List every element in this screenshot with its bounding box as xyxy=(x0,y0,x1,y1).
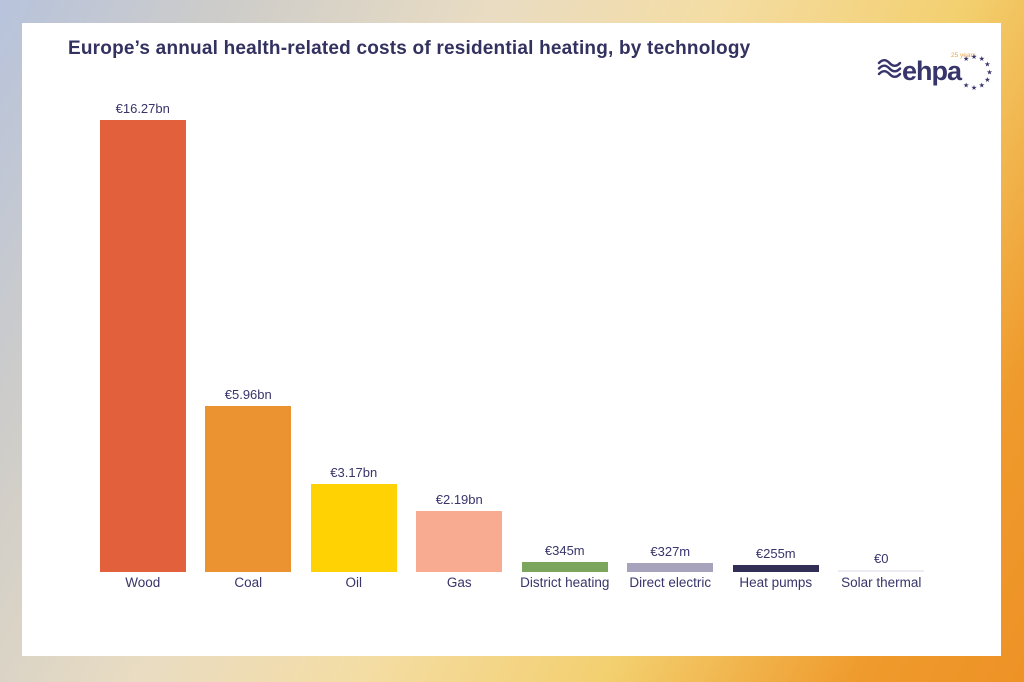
waves-icon xyxy=(877,58,902,79)
bar-slot: €345m xyxy=(512,98,618,572)
bar xyxy=(310,484,397,572)
bar-category-label: Oil xyxy=(345,575,363,590)
chart-card: Europe’s annual health-related costs of … xyxy=(22,23,1001,656)
bar-category-label: Wood xyxy=(125,575,161,590)
bar-slot: €255m xyxy=(723,98,829,572)
bar-value-label: €327m xyxy=(650,544,691,559)
bar-category-label: Gas xyxy=(446,575,472,590)
svg-text:★: ★ xyxy=(971,84,977,92)
category-labels: Wood Coal Oil Gas District heating Direct ele… xyxy=(90,575,934,590)
bar-value-label: €0 xyxy=(874,551,889,566)
bar-value-label: €3.17bn xyxy=(330,465,378,480)
svg-text:★: ★ xyxy=(979,82,985,90)
bar-slot: €3.17bn xyxy=(301,98,407,572)
ehpa-logo: ehpa 25 years ★ ★ ★ ★ ★ ★ ★ ★ ★ xyxy=(877,52,993,92)
svg-text:★: ★ xyxy=(979,55,985,63)
svg-text:★: ★ xyxy=(984,76,990,84)
bar-category-label: Direct electric xyxy=(629,575,712,590)
bar-value-label: €16.27bn xyxy=(115,101,170,116)
bar xyxy=(416,511,503,572)
bar-slot: €0 xyxy=(829,98,935,572)
chart-title: Europe’s annual health-related costs of … xyxy=(68,38,751,59)
bar-category-label: Coal xyxy=(234,575,263,590)
bar-chart: €16.27bn €5.96bn €3.17bn €2.19bn €345m €327m €… xyxy=(90,98,934,572)
logo-wordmark: ehpa xyxy=(902,56,963,86)
svg-text:★: ★ xyxy=(963,82,969,90)
bar xyxy=(205,406,292,572)
stars-icon: ★ ★ ★ ★ ★ ★ ★ ★ ★ xyxy=(963,53,993,92)
bar-category-label: Solar thermal xyxy=(841,575,922,590)
svg-text:★: ★ xyxy=(963,55,969,63)
bar-category-label: Heat pumps xyxy=(739,575,813,590)
bar xyxy=(627,563,714,572)
bar-slot: €5.96bn xyxy=(196,98,302,572)
svg-text:★: ★ xyxy=(986,69,992,77)
bar-value-label: €2.19bn xyxy=(435,492,483,507)
bar-value-label: €5.96bn xyxy=(224,387,272,402)
bar-value-label: €345m xyxy=(544,543,585,558)
bar-slot: €16.27bn xyxy=(90,98,196,572)
bar-slot: €327m xyxy=(618,98,724,572)
bar-category-label: District heating xyxy=(520,575,610,590)
svg-text:★: ★ xyxy=(984,61,990,69)
bar xyxy=(99,120,186,572)
bar xyxy=(521,562,608,572)
bar-slot: €2.19bn xyxy=(407,98,513,572)
bar xyxy=(838,570,925,572)
logo-tagline: 25 years xyxy=(951,52,977,59)
bar-value-label: €255m xyxy=(755,546,796,561)
bar xyxy=(732,565,819,572)
svg-text:★: ★ xyxy=(971,53,977,61)
